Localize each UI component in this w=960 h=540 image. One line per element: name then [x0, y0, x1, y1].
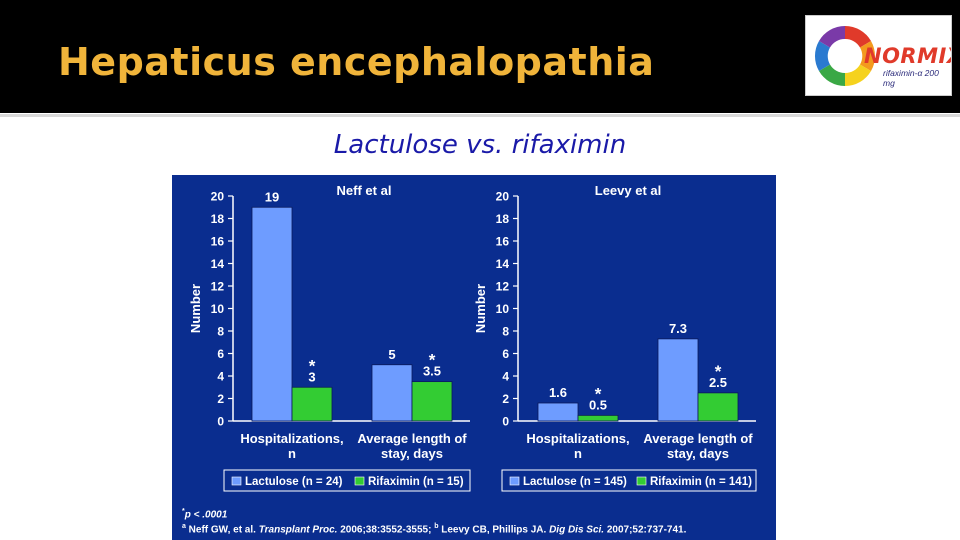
chart2-legend-label: Lactulose (n = 145)	[523, 476, 627, 488]
chart1-legend	[223, 469, 471, 492]
chart-panel: Neff et al 0 2 4 6 8 10 12 14 16 18 20 Number 19 3 * Hos…	[172, 175, 776, 540]
footnote-pvalue: *p < .0001	[182, 508, 227, 520]
chart2-legend-swatch	[509, 476, 520, 486]
ref-b-cite: 2007;52:737-741.	[604, 524, 687, 536]
chart1-data-label: 3.5	[423, 364, 441, 379]
chart2-y-tick-label: 4	[502, 370, 509, 384]
chart1-bar	[251, 206, 293, 422]
chart1-legend-label: Rifaximin (n = 15)	[368, 476, 464, 488]
chart2-bar	[537, 402, 579, 422]
slide-title: Hepaticus encephalopathia	[58, 40, 655, 84]
chart2-category-label: Average length of	[643, 431, 753, 446]
chart2-y-tick-label: 20	[496, 190, 510, 204]
chart1-significance-mark: *	[429, 351, 436, 370]
chart1-y-tick-label: 0	[217, 415, 224, 429]
chart2-y-tick-label: 2	[502, 392, 509, 406]
chart1-category-label: stay, days	[381, 446, 443, 461]
chart1-y-tick-label: 20	[211, 190, 225, 204]
chart2-category-label: Hospitalizations,	[526, 431, 629, 446]
footnote-references: a Neff GW, et al. Transplant Proc. 2006;…	[182, 523, 686, 535]
chart2-data-label: 7.3	[669, 321, 687, 336]
chart1-category-label: n	[288, 446, 296, 461]
chart1-category-label: Hospitalizations,	[240, 431, 343, 446]
chart2-bar	[577, 414, 619, 422]
title-divider	[0, 114, 960, 117]
chart2-y-axis-label: Number	[473, 284, 488, 333]
chart1-y-tick-label: 6	[217, 347, 224, 361]
ref-a-text: Neff GW, et al.	[185, 524, 259, 536]
logo-name: NORMIX	[864, 44, 951, 68]
charts-svg: Neff et al02468101214161820Number193*Hos…	[188, 183, 757, 492]
chart1-y-tick-label: 2	[217, 392, 224, 406]
chart2-legend-label: Rifaximin (n = 141)	[650, 476, 752, 488]
chart2-legend	[501, 469, 757, 492]
ref-b-mark: b	[434, 523, 439, 530]
chart1-legend-swatch	[354, 476, 365, 486]
chart2-y-tick-label: 12	[496, 280, 510, 294]
chart2-data-label: 2.5	[709, 375, 727, 390]
chart1-legend-label: Lactulose (n = 24)	[245, 476, 343, 488]
chart2-y-tick-label: 14	[496, 257, 510, 271]
chart2-y-tick-label: 10	[496, 302, 510, 316]
chart1-y-tick-label: 12	[211, 280, 225, 294]
chart2-significance-mark: *	[715, 362, 722, 381]
chart1-bar	[411, 381, 453, 422]
chart1-data-label: 5	[388, 347, 395, 362]
chart2-title: Leevy et al	[595, 183, 662, 198]
ref-b-text: Leevy CB, Phillips JA.	[438, 524, 550, 536]
chart1-legend-swatch	[231, 476, 242, 486]
chart1-y-axis-label: Number	[188, 284, 203, 333]
chart2-y-tick-label: 6	[502, 347, 509, 361]
chart1-data-label: 3	[308, 369, 315, 384]
chart2-bar	[697, 392, 739, 422]
ref-a-journal: Transplant Proc.	[258, 524, 338, 536]
footnote-pvalue-mark: *	[182, 508, 185, 515]
chart1-title: Neff et al	[337, 183, 392, 198]
chart1-y-tick-label: 16	[211, 235, 225, 249]
chart1-y-tick-label: 18	[211, 212, 225, 226]
chart1-y-tick-label: 4	[217, 370, 224, 384]
chart1-category-label: Average length of	[357, 431, 467, 446]
chart1-y-tick-label: 8	[217, 325, 224, 339]
chart1-bar	[371, 364, 413, 422]
chart2-data-label: 1.6	[549, 385, 567, 400]
chart2-data-label: 0.5	[589, 397, 607, 412]
ref-a-mark: a	[182, 523, 186, 530]
ref-a-cite: 2006;38:3552-3555;	[337, 524, 435, 536]
logo-ring-icon	[814, 25, 876, 87]
chart1-bar	[291, 386, 333, 422]
chart2-y-tick-label: 0	[502, 415, 509, 429]
ref-b-journal: Dig Dis Sci.	[549, 524, 605, 536]
slide-subtitle: Lactulose vs. rifaximin	[333, 130, 627, 160]
chart2-category-label: n	[574, 446, 582, 461]
footnote-pvalue-text: p < .0001	[184, 509, 228, 521]
chart2-bar	[657, 338, 699, 422]
chart2-y-tick-label: 8	[502, 325, 509, 339]
chart1-y-tick-label: 14	[211, 257, 225, 271]
chart2-legend-swatch	[636, 476, 647, 486]
chart1-data-label: 19	[265, 189, 279, 204]
chart1-y-tick-label: 10	[211, 302, 225, 316]
chart2-category-label: stay, days	[667, 446, 729, 461]
chart2-y-tick-label: 16	[496, 235, 510, 249]
chart1-significance-mark: *	[309, 356, 316, 375]
logo-tagline: rifaximin-α 200 mg	[883, 68, 939, 88]
chart2-significance-mark: *	[595, 384, 602, 403]
normix-logo: NORMIX rifaximin-α 200 mg	[805, 15, 952, 96]
chart2-y-tick-label: 18	[496, 212, 510, 226]
title-bar	[0, 0, 960, 113]
